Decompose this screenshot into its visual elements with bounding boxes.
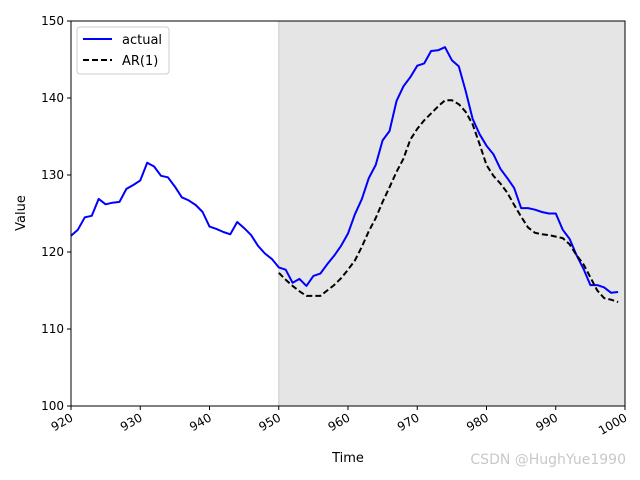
y-tick-label: 130 <box>41 168 64 182</box>
y-axis-label: Value <box>14 195 29 231</box>
x-axis-label: Time <box>331 451 364 466</box>
x-tick-label: 990 <box>533 410 560 434</box>
series-line-actual <box>70 46 619 294</box>
x-tick-label: 980 <box>464 410 491 434</box>
legend: actual AR(1) <box>76 26 170 75</box>
y-tick-label: 110 <box>41 322 64 336</box>
x-tick-label: 950 <box>256 410 283 434</box>
x-tick-label: 960 <box>326 410 353 434</box>
legend-actual-label: actual <box>122 33 162 48</box>
x-axis-ticks: 920 930 940 950 960 970 980 990 1000 <box>49 406 630 438</box>
x-tick-label: 940 <box>187 410 214 434</box>
y-tick-label: 120 <box>41 245 64 259</box>
x-tick-label: 1000 <box>596 410 629 437</box>
y-tick-label: 140 <box>41 91 64 105</box>
series-layer <box>70 46 619 304</box>
x-tick-label: 930 <box>118 410 145 434</box>
y-tick-label: 150 <box>41 14 64 28</box>
series-line-ar1 <box>278 99 619 304</box>
shaded-forecast-region <box>278 21 625 406</box>
watermark-text: CSDN @HughYue1990 <box>470 452 626 468</box>
legend-ar1-label: AR(1) <box>122 54 158 69</box>
x-tick-label: 920 <box>49 410 76 434</box>
x-tick-label: 970 <box>395 410 422 434</box>
y-axis-ticks: 100 110 120 130 140 150 <box>41 14 71 413</box>
y-tick-label: 100 <box>41 399 64 413</box>
